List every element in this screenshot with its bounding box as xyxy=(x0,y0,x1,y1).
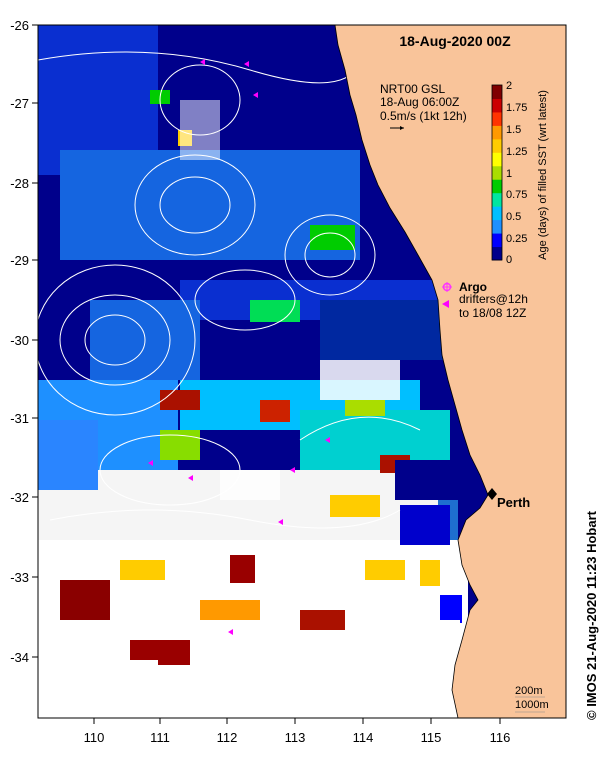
colorbar-tick-label: 1 xyxy=(506,168,512,180)
colorbar-tick-label: 2 xyxy=(506,80,512,92)
city-diamond-icon xyxy=(487,488,497,500)
colorbar-tick-label: 0.25 xyxy=(506,233,527,245)
lon-tick-label: 115 xyxy=(421,730,442,745)
colorbar-tick-label: 0.75 xyxy=(506,189,527,201)
lat-tick-labels: -26 -27 -28 -29 -30 -31 -32 -33 -34 xyxy=(10,18,29,665)
colorbar-swatch xyxy=(492,206,502,221)
lat-tick-label: -27 xyxy=(10,96,29,111)
lat-tick-label: -29 xyxy=(10,253,29,268)
lon-tick-label: 116 xyxy=(490,730,511,745)
drifter-tracks xyxy=(148,59,330,635)
lat-tick-label: -26 xyxy=(10,18,29,33)
current-contours xyxy=(38,51,421,529)
velocity-scale-label: 0.5m/s (1kt 12h) xyxy=(380,109,467,123)
lat-tick-label: -32 xyxy=(10,490,29,505)
colorbar-label: Age (days) of filled SST (wrt latest) xyxy=(537,90,549,260)
lon-tick-label: 114 xyxy=(353,730,374,745)
colorbar-swatch xyxy=(492,179,502,194)
colorbar-swatch xyxy=(492,85,502,99)
colorbar-swatch xyxy=(492,138,502,153)
lon-tick-label: 110 xyxy=(84,730,105,745)
credit-text: © IMOS 21-Aug-2020 11:23 Hobart xyxy=(584,510,599,720)
drifter-icon xyxy=(442,300,449,308)
lat-tick-label: -34 xyxy=(10,650,29,665)
lat-tick-label: -28 xyxy=(10,176,29,191)
isobath-legend: 200m 1000m xyxy=(515,685,549,713)
argo-label: Argo xyxy=(459,280,487,294)
colorbar-swatch xyxy=(492,165,502,180)
lat-tick-label: -30 xyxy=(10,333,29,348)
float-legend: Argo drifters@12h to 18/08 12Z xyxy=(442,280,528,320)
colorbar-tick-labels: 2 1.75 1.5 1.25 1 0.75 0.5 0.25 0 xyxy=(506,80,527,266)
colorbar-swatches xyxy=(492,85,502,261)
australia-land xyxy=(334,25,566,718)
perth-marker: Perth xyxy=(487,488,530,510)
lon-tick-label: 113 xyxy=(285,730,306,745)
colorbar-swatch xyxy=(492,111,502,126)
argo-icon xyxy=(442,282,452,292)
colorbar-swatch xyxy=(492,98,502,113)
city-label: Perth xyxy=(497,495,530,510)
lat-tick-label: -31 xyxy=(10,411,29,426)
colorbar-swatch xyxy=(492,125,502,140)
map-frame xyxy=(37,24,567,719)
colorbar-tick-label: 1.5 xyxy=(506,124,521,136)
colorbar-tick-label: 1.75 xyxy=(506,102,527,114)
colorbar-swatch xyxy=(492,219,502,234)
colorbar-swatch xyxy=(492,246,502,261)
lon-tick-label: 112 xyxy=(217,730,238,745)
drifters-label-line2: to 18/08 12Z xyxy=(459,306,526,320)
product-name: NRT00 GSL xyxy=(380,82,445,96)
isobath-200m-label: 200m xyxy=(515,685,543,697)
drifters-label-line1: drifters@12h xyxy=(459,292,528,306)
colorbar-swatch xyxy=(492,233,502,248)
axis-ticks xyxy=(32,24,501,724)
lon-tick-label: 111 xyxy=(150,730,170,745)
colorbar-frame xyxy=(491,84,503,261)
map-title: 18-Aug-2020 00Z xyxy=(399,33,511,49)
isobath-1000m-label: 1000m xyxy=(515,699,549,711)
colorbar-tick-label: 1.25 xyxy=(506,146,527,158)
colorbar-tick-label: 0 xyxy=(506,254,512,266)
lon-tick-labels: 110 111 112 113 114 115 116 xyxy=(84,730,511,745)
product-time: 18-Aug 06:00Z xyxy=(380,95,459,109)
colorbar: 2 1.75 1.5 1.25 1 0.75 0.5 0.25 0 Age (d… xyxy=(491,80,549,266)
colorbar-tick-label: 0.5 xyxy=(506,211,521,223)
lat-tick-label: -33 xyxy=(10,570,29,585)
colorbar-swatch xyxy=(492,152,502,167)
colorbar-swatch xyxy=(492,192,502,207)
product-info: NRT00 GSL 18-Aug 06:00Z 0.5m/s (1kt 12h) xyxy=(380,82,467,130)
sst-age-field xyxy=(38,25,468,718)
